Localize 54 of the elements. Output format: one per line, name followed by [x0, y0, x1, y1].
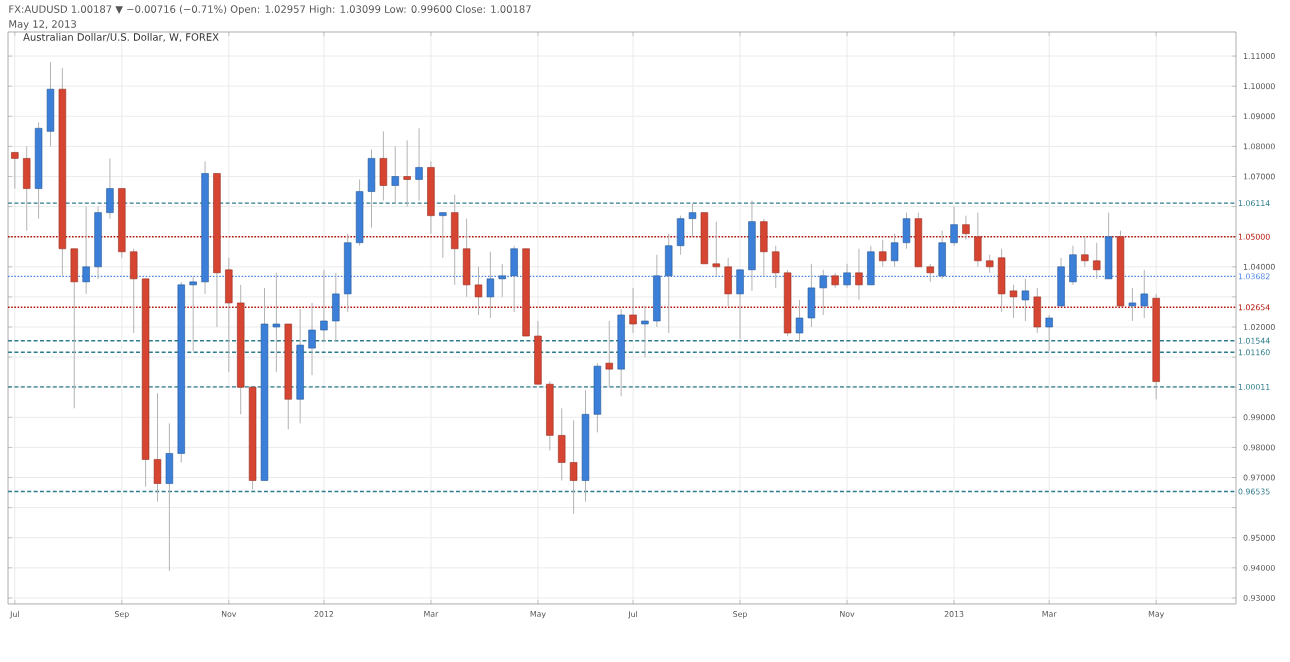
candlestick — [855, 248, 863, 301]
candlestick — [1140, 269, 1148, 319]
candlestick — [641, 305, 649, 358]
candlestick — [332, 272, 340, 343]
candlestick — [760, 218, 768, 277]
candlestick — [819, 269, 827, 316]
candlestick — [879, 239, 887, 268]
candlestick — [1045, 314, 1053, 352]
candlestick — [451, 194, 459, 286]
candlestick — [772, 245, 780, 289]
candlestick — [569, 419, 578, 515]
candlestick — [11, 151, 19, 190]
candlestick — [106, 157, 114, 220]
candlestick — [962, 215, 970, 241]
candlestick — [189, 275, 197, 352]
candlestick — [1057, 257, 1065, 307]
candlestick — [225, 257, 233, 373]
candlestick — [165, 422, 174, 572]
candlestick — [415, 127, 423, 202]
candlestick — [629, 287, 637, 334]
candlestick — [498, 263, 506, 298]
candlestick — [23, 145, 31, 232]
candlestick — [439, 212, 447, 259]
candlestick — [986, 254, 994, 274]
candlestick — [403, 139, 411, 208]
candlestick — [486, 251, 495, 319]
candlestick — [1081, 236, 1089, 268]
candlestick — [736, 269, 744, 340]
candlestick — [974, 212, 982, 268]
candlestick — [1021, 278, 1030, 322]
candlestick — [308, 302, 316, 376]
candlestick — [867, 245, 875, 286]
candlestick — [724, 257, 732, 307]
candlestick — [1069, 245, 1077, 286]
candlestick — [653, 254, 661, 328]
candlestick — [391, 145, 399, 205]
candlestick — [1093, 242, 1101, 280]
candlestick — [1104, 212, 1113, 280]
candlestick — [130, 248, 138, 334]
candlestick — [82, 206, 90, 295]
candlestick — [843, 263, 851, 289]
candlestick — [558, 407, 566, 482]
candlestick — [665, 233, 673, 334]
candlestick — [1128, 287, 1137, 322]
candlestick — [70, 248, 78, 409]
candlestick — [712, 221, 720, 277]
candlestick — [320, 269, 328, 343]
candlestick — [926, 263, 934, 283]
candlestick — [379, 130, 388, 202]
candlestick — [1033, 287, 1041, 334]
candlestick — [950, 206, 958, 247]
candlestick — [938, 230, 946, 280]
candlestick — [510, 245, 518, 313]
candlestick — [605, 320, 613, 388]
